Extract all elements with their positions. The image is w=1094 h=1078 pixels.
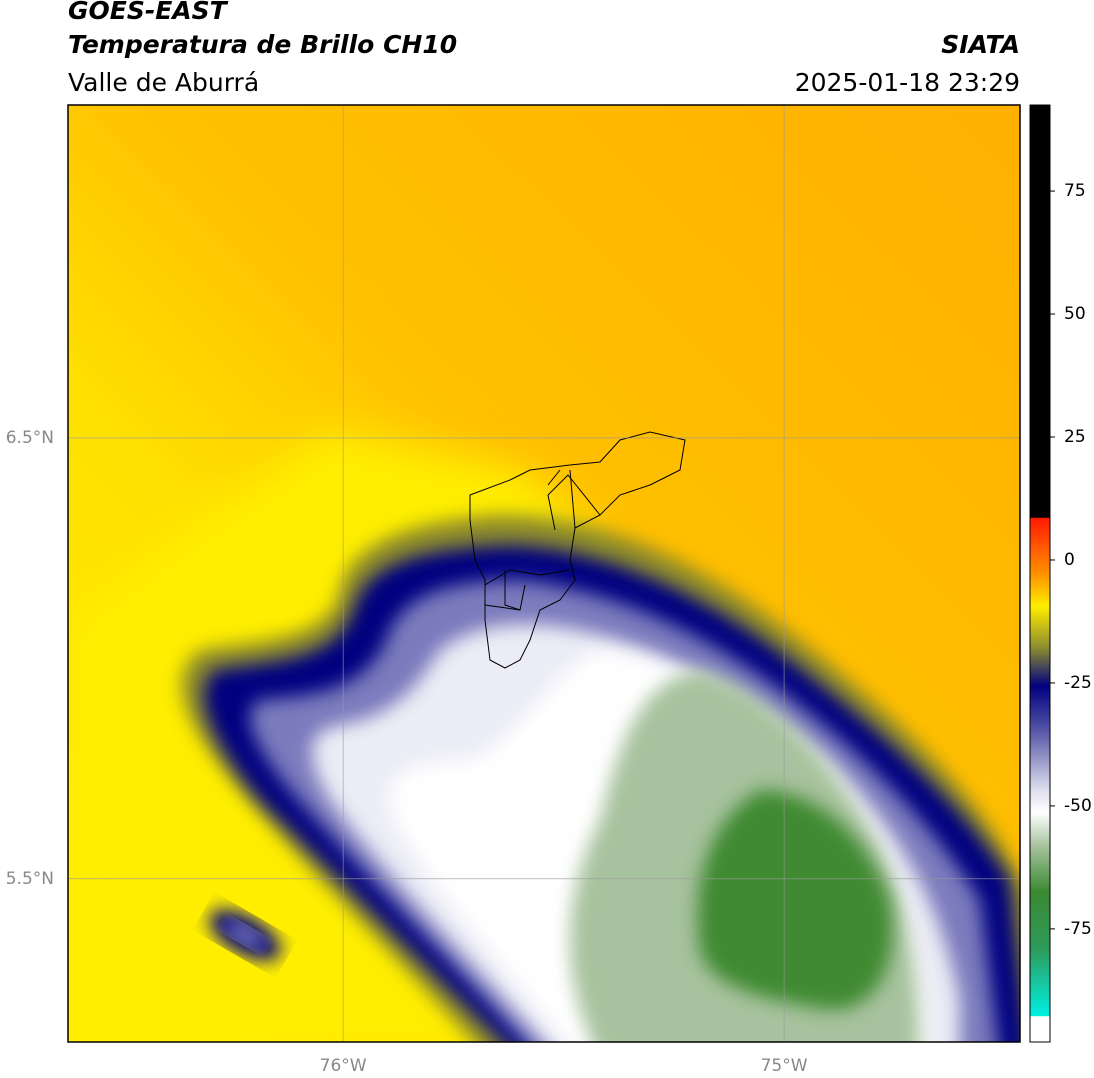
x-tick-label: 76°W — [320, 1056, 367, 1076]
y-tick-label: 6.5°N — [6, 428, 54, 448]
title: GOES-EAST — [68, 0, 229, 25]
colorbar-tick-label: 75 — [1064, 181, 1086, 201]
grid — [68, 105, 1020, 1042]
colorbar-tick-label: 0 — [1064, 550, 1075, 570]
colorbar-tick-label: -75 — [1064, 919, 1092, 939]
datetime: 2025-01-18 23:29 — [795, 68, 1020, 97]
region: Valle de Aburrá — [68, 68, 259, 97]
source: SIATA — [941, 30, 1020, 59]
colorbar-tick-label: -25 — [1064, 673, 1092, 693]
colorbar — [1029, 104, 1051, 1043]
colorbar-tick-label: 25 — [1064, 427, 1086, 447]
colorbar-tick-label: -50 — [1064, 796, 1092, 816]
y-tick-label: 5.5°N — [6, 869, 54, 889]
satellite-image — [68, 105, 1020, 1042]
colorbar-tick-label: 50 — [1064, 304, 1086, 324]
subtitle: Temperatura de Brillo CH10 — [68, 30, 457, 59]
x-tick-label: 75°W — [761, 1056, 808, 1076]
map-frame — [67, 104, 1021, 1043]
